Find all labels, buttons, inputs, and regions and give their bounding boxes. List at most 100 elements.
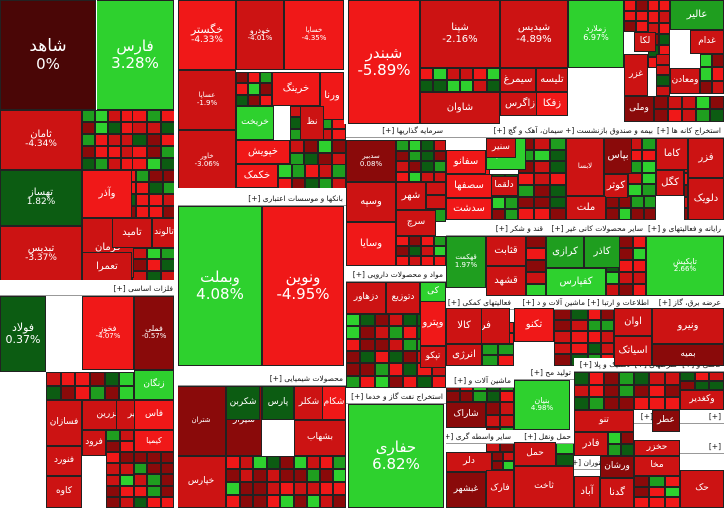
stock-cell[interactable] <box>460 80 474 92</box>
stock-tile[interactable]: کاذر <box>584 236 620 268</box>
stock-tile[interactable]: سیمرغ <box>500 68 536 92</box>
stock-cell[interactable] <box>606 208 619 220</box>
stock-tile[interactable]: ملت <box>566 196 606 220</box>
stock-cell[interactable] <box>403 375 418 388</box>
stock-cell[interactable] <box>433 256 446 266</box>
stock-tile[interactable]: فنورد <box>46 446 82 476</box>
stock-tile[interactable]: شپدیس -4.89% <box>500 0 568 68</box>
stock-tile[interactable]: وسایا <box>346 222 396 266</box>
stock-cell[interactable] <box>421 150 434 161</box>
stock-cell[interactable] <box>82 110 96 122</box>
stock-cell[interactable] <box>649 384 665 398</box>
stock-cell[interactable] <box>534 208 550 220</box>
stock-cell[interactable] <box>82 122 96 134</box>
stock-cell[interactable] <box>147 474 161 486</box>
stock-cell[interactable] <box>403 338 418 351</box>
stock-cell[interactable] <box>132 248 147 260</box>
stock-tile[interactable]: فارک <box>486 470 514 508</box>
stock-tile[interactable]: تهساز 1.82% <box>0 170 82 226</box>
stock-cell[interactable] <box>619 397 634 410</box>
stock-cell[interactable] <box>132 122 147 134</box>
stock-tile[interactable]: فاس <box>134 400 174 430</box>
stock-cell[interactable] <box>332 140 346 153</box>
stock-cell[interactable] <box>248 72 260 84</box>
stock-cell[interactable] <box>659 22 670 34</box>
stock-tile[interactable]: ونیرو <box>652 308 724 344</box>
stock-tile[interactable]: لابسا <box>566 138 604 196</box>
stock-cell[interactable] <box>619 272 633 284</box>
stock-cell[interactable] <box>534 138 550 150</box>
stock-cell[interactable] <box>433 161 446 172</box>
stock-cell[interactable] <box>608 432 621 444</box>
stock-cell[interactable] <box>388 314 404 327</box>
stock-cell[interactable] <box>694 372 710 381</box>
stock-cell[interactable] <box>642 138 656 150</box>
stock-cell[interactable] <box>588 342 601 355</box>
stock-cell[interactable] <box>266 456 281 469</box>
stock-cell[interactable] <box>374 338 389 351</box>
stock-cell[interactable] <box>360 314 375 327</box>
stock-tile[interactable]: وآذر <box>82 170 132 218</box>
stock-cell[interactable] <box>374 314 389 327</box>
stock-cell[interactable] <box>421 171 434 182</box>
stock-tile[interactable]: عساپا -1.9% <box>178 70 236 130</box>
stock-cell[interactable] <box>226 456 240 469</box>
stock-cell[interactable] <box>374 351 389 364</box>
stock-tile[interactable]: وبملت 4.08% <box>178 206 262 366</box>
sector-title[interactable]: ماشین آلات و [+] <box>446 374 514 388</box>
stock-cell[interactable] <box>294 456 307 469</box>
stock-tile[interactable]: گدنا <box>600 478 634 508</box>
stock-tile[interactable]: کیمیا <box>134 430 174 452</box>
stock-cell[interactable] <box>108 110 122 122</box>
stock-cell[interactable] <box>492 197 505 209</box>
stock-tile[interactable]: تامید <box>112 218 152 248</box>
stock-cell[interactable] <box>346 363 361 376</box>
stock-cell[interactable] <box>120 452 134 464</box>
stock-cell[interactable] <box>534 184 550 197</box>
stock-cell[interactable] <box>492 452 503 461</box>
stock-cell[interactable] <box>260 72 272 84</box>
stock-cell[interactable] <box>421 246 434 256</box>
stock-cell[interactable] <box>333 482 346 495</box>
stock-cell[interactable] <box>684 208 688 220</box>
stock-tile[interactable]: زفکا <box>536 92 568 116</box>
stock-cell[interactable] <box>332 128 346 140</box>
stock-cell[interactable] <box>403 314 418 327</box>
sector-title[interactable]: [+] <box>680 410 724 424</box>
stock-cell[interactable] <box>619 284 633 296</box>
stock-cell[interactable] <box>628 184 642 196</box>
stock-tile[interactable]: ومعادن <box>670 68 700 94</box>
stock-tile[interactable]: انرژی <box>446 344 482 366</box>
sector-title[interactable]: سرمایه گذاریها [+] <box>346 124 446 138</box>
stock-cell[interactable] <box>307 495 320 508</box>
stock-cell[interactable] <box>534 149 550 162</box>
stock-cell[interactable] <box>500 402 514 415</box>
stock-cell[interactable] <box>280 469 294 482</box>
stock-cell[interactable] <box>108 122 122 134</box>
stock-cell[interactable] <box>526 284 546 296</box>
stock-tile[interactable]: غدام <box>690 30 724 54</box>
stock-cell[interactable] <box>433 140 446 151</box>
stock-tile[interactable]: ورنا <box>320 72 344 120</box>
stock-cell[interactable] <box>421 161 434 172</box>
stock-cell[interactable] <box>147 485 161 497</box>
stock-cell[interactable] <box>388 363 404 376</box>
stock-cell[interactable] <box>642 161 656 173</box>
stock-cell[interactable] <box>601 319 614 332</box>
stock-tile[interactable]: حک <box>680 470 724 508</box>
stock-cell[interactable] <box>318 164 333 178</box>
stock-cell[interactable] <box>396 150 409 161</box>
stock-cell[interactable] <box>648 0 659 12</box>
sector-title[interactable]: [+] <box>680 440 724 454</box>
stock-cell[interactable] <box>132 134 147 146</box>
stock-cell[interactable] <box>554 354 571 366</box>
stock-cell[interactable] <box>503 452 514 461</box>
sector-title[interactable]: سیمان، آهک و گچ [+] <box>446 124 566 138</box>
stock-cell[interactable] <box>318 140 332 153</box>
stock-tile[interactable]: حفاری 6.82% <box>348 404 444 508</box>
stock-cell[interactable] <box>710 109 724 122</box>
stock-cell[interactable] <box>90 386 105 400</box>
stock-cell[interactable] <box>606 272 620 284</box>
stock-cell[interactable] <box>656 64 670 75</box>
stock-cell[interactable] <box>253 482 267 495</box>
